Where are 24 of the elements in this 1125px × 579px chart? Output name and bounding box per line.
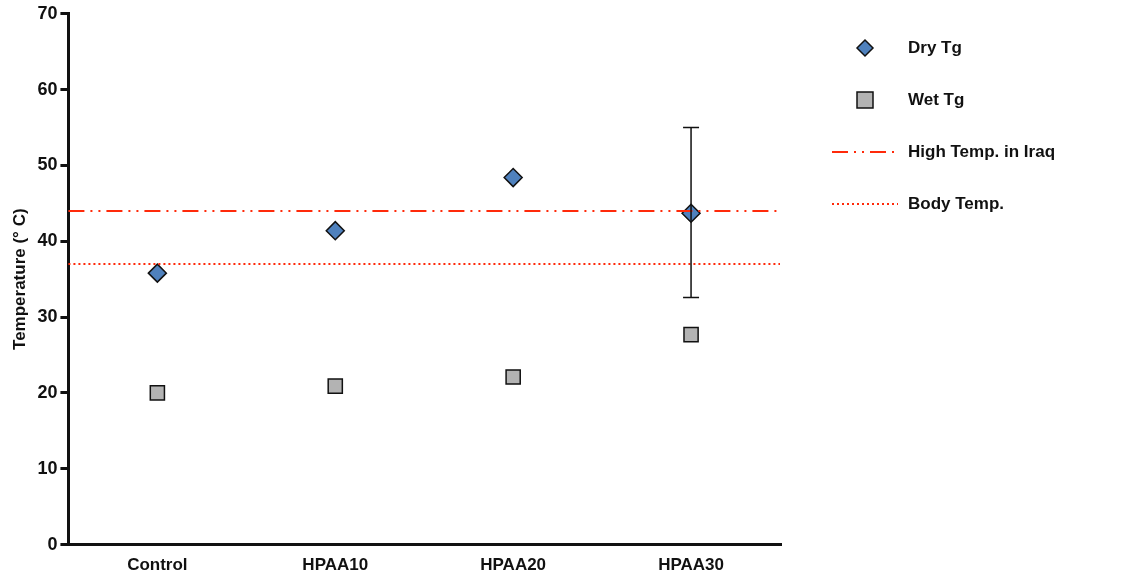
legend-label: Dry Tg — [908, 38, 962, 58]
legend-label: Wet Tg — [908, 90, 965, 110]
x-tick-label: HPAA30 — [658, 555, 724, 575]
point — [327, 378, 344, 394]
y-tick-label: 70 — [37, 2, 58, 23]
y-tick-label: 50 — [37, 154, 58, 175]
point — [683, 326, 699, 343]
x-tick-label: HPAA20 — [480, 555, 547, 575]
y-axis-title: Temperature (° C) — [9, 208, 29, 350]
legend-label: High Temp. in Iraq — [908, 142, 1056, 162]
x-tick-label: Control — [127, 555, 188, 575]
point — [505, 369, 521, 385]
y-tick-label: 0 — [47, 533, 58, 554]
point — [325, 220, 346, 241]
y-tick-label: 30 — [37, 306, 58, 327]
y-tick-label: 60 — [37, 78, 58, 99]
x-tick-label: HPAA10 — [302, 555, 369, 575]
point — [503, 167, 523, 188]
y-tick-label: 40 — [37, 230, 58, 251]
y-tick-label: 20 — [37, 381, 58, 402]
point — [147, 263, 168, 283]
legend-label: Body Temp. — [908, 194, 1005, 214]
point — [149, 385, 166, 401]
y-tick-label: 10 — [37, 457, 58, 478]
